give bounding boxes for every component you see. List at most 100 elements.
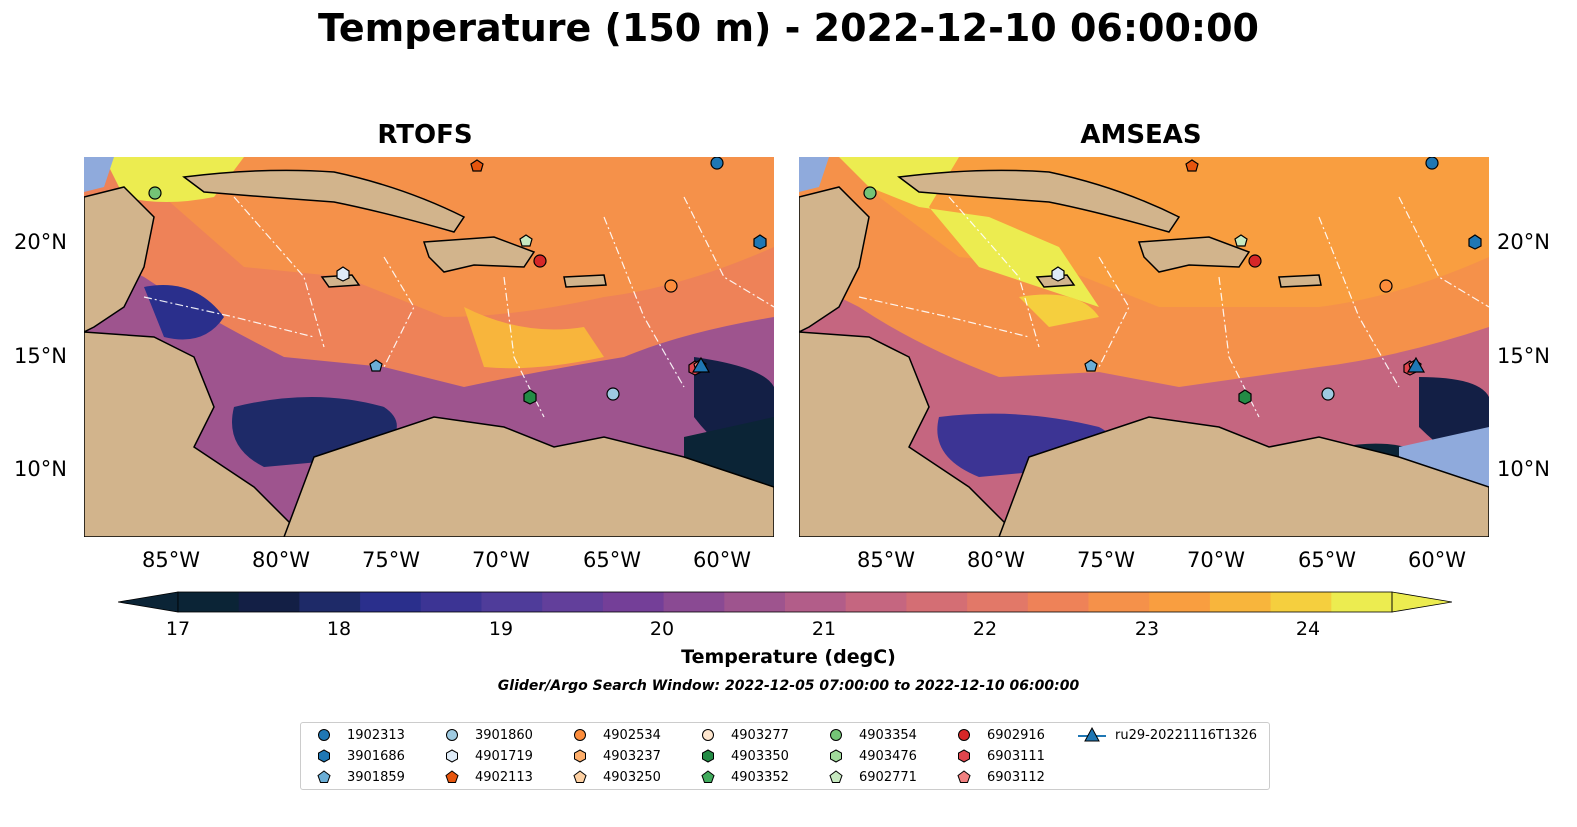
colorbar-segment: [1088, 592, 1150, 612]
lat-label-15n-left: 15°N: [14, 344, 67, 368]
lon-label-75w-left: 75°W: [362, 548, 420, 572]
legend-item-label: 4902534: [603, 727, 661, 743]
legend-item: 6902916: [949, 725, 1045, 745]
legend-item: 4902534: [565, 725, 661, 745]
colorbar-segment: [1270, 592, 1332, 612]
lat-label-10n-right: 10°N: [1497, 457, 1550, 481]
legend-item: 4903350: [693, 746, 789, 766]
lon-label-65w-right: 65°W: [1298, 548, 1356, 572]
lon-label-75w-right: 75°W: [1077, 548, 1135, 572]
circle-marker-icon: [958, 729, 970, 741]
pentagon-marker-icon: [445, 770, 459, 783]
search-window-caption: Glider/Argo Search Window: 2022-12-05 07…: [497, 678, 1080, 694]
legend-item: 4903237: [565, 746, 661, 766]
circle-marker-icon: [830, 729, 842, 741]
colorbar-segment: [967, 592, 1029, 612]
pentagon-marker-icon: [957, 770, 971, 783]
lon-label-65w-left: 65°W: [583, 548, 641, 572]
colorbar-tick-19: 19: [488, 618, 514, 640]
amseas-map[interactable]: [799, 157, 1489, 537]
hexagon-marker-icon: [702, 749, 714, 763]
lon-label-85w-left: 85°W: [142, 548, 200, 572]
lon-label-80w-left: 80°W: [252, 548, 310, 572]
legend-item-label: 4901719: [475, 748, 533, 764]
legend-item-label: 4902113: [475, 769, 533, 785]
colorbar-segment: [360, 592, 422, 612]
pentagon-marker-icon: [829, 770, 843, 783]
legend-item-label: 6902916: [987, 727, 1045, 743]
colorbar-segment: [1331, 592, 1393, 612]
float-legend: 1902313 3901686 3901859 3901860 4901719 49021…: [300, 722, 1270, 790]
legend-item: 1902313: [309, 725, 405, 745]
panel-title-amseas: AMSEAS: [1080, 120, 1202, 150]
legend-item-label: 3901686: [347, 748, 405, 764]
colorbar-segment: [663, 592, 725, 612]
colorbar-segment: [785, 592, 847, 612]
triangle-line-marker-icon: [1078, 726, 1106, 742]
colorbar: [118, 591, 1452, 613]
lon-label-60w-right: 60°W: [1408, 548, 1466, 572]
colorbar-extend-low: [118, 591, 179, 613]
colorbar-segment: [542, 592, 604, 612]
circle-marker-icon: [574, 729, 586, 741]
legend-item: 4903354: [821, 725, 917, 745]
legend-item-label: 4903352: [731, 769, 789, 785]
colorbar-segment: [1209, 592, 1272, 612]
legend-item: 4903476: [821, 746, 917, 766]
colorbar-tick-23: 23: [1134, 618, 1160, 640]
lat-label-15n-right: 15°N: [1497, 344, 1550, 368]
colorbar-segment: [602, 592, 665, 612]
legend-item-label: 6903111: [987, 748, 1045, 764]
page-title: Temperature (150 m) - 2022-12-10 06:00:0…: [317, 6, 1259, 50]
circle-marker-icon: [446, 729, 458, 741]
legend-item-label: 1902313: [347, 727, 405, 743]
lon-label-85w-right: 85°W: [857, 548, 915, 572]
legend-item: 4901719: [437, 746, 533, 766]
legend-item-label: 3901860: [475, 727, 533, 743]
legend-item: 6902771: [821, 767, 917, 787]
colorbar-tick-18: 18: [326, 618, 352, 640]
lon-label-80w-right: 80°W: [967, 548, 1025, 572]
hexagon-marker-icon: [318, 749, 330, 763]
circle-marker-icon: [702, 729, 714, 741]
legend-item: 6903111: [949, 746, 1045, 766]
pentagon-marker-icon: [573, 770, 587, 783]
colorbar-segment: [178, 592, 240, 612]
legend-item: 4903352: [693, 767, 789, 787]
colorbar-segment: [845, 592, 907, 612]
legend-item-label: 6902771: [859, 769, 917, 785]
colorbar-segment: [906, 592, 968, 612]
lon-label-70w-left: 70°W: [472, 548, 530, 572]
legend-item: 3901860: [437, 725, 533, 745]
legend-item-label: ru29-20221116T1326: [1115, 727, 1258, 743]
legend-item: 6903112: [949, 767, 1045, 787]
legend-item-label: 4903277: [731, 727, 789, 743]
hexagon-marker-icon: [830, 749, 842, 763]
colorbar-segment: [724, 592, 786, 612]
legend-item-label: 4903250: [603, 769, 661, 785]
legend-item: 4903277: [693, 725, 789, 745]
legend-item: 3901859: [309, 767, 405, 787]
lat-label-10n-left: 10°N: [14, 457, 67, 481]
colorbar-tick-22: 22: [972, 618, 998, 640]
legend-item-label: 4903476: [859, 748, 917, 764]
lat-label-20n-left: 20°N: [14, 230, 67, 254]
colorbar-extend-high: [1391, 591, 1452, 613]
colorbar-segment: [1027, 592, 1089, 612]
colorbar-segment: [238, 592, 300, 612]
legend-item-label: 3901859: [347, 769, 405, 785]
pentagon-marker-icon: [701, 770, 715, 783]
legend-item-label: 6903112: [987, 769, 1045, 785]
lon-label-70w-right: 70°W: [1187, 548, 1245, 572]
lon-label-60w-left: 60°W: [693, 548, 751, 572]
colorbar-segment: [1149, 592, 1211, 612]
hexagon-marker-icon: [958, 749, 970, 763]
rtofs-map[interactable]: [84, 157, 774, 537]
colorbar-tick-21: 21: [811, 618, 837, 640]
legend-item-label: 4903237: [603, 748, 661, 764]
colorbar-segment: [420, 592, 482, 612]
colorbar-segment: [299, 592, 361, 612]
legend-item-label: 4903350: [731, 748, 789, 764]
legend-item-label: 4903354: [859, 727, 917, 743]
colorbar-segment: [481, 592, 543, 612]
